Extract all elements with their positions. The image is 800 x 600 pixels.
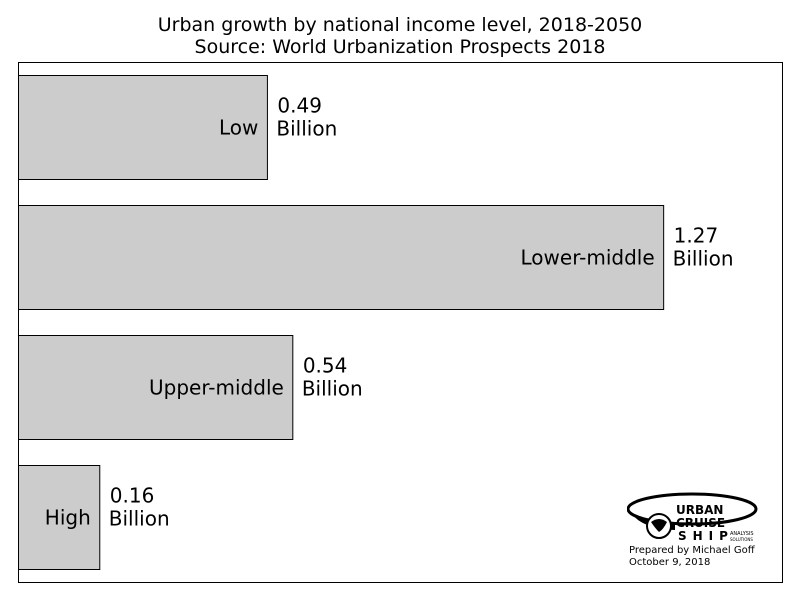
bar-high <box>18 465 101 570</box>
bar-lower-middle <box>18 205 665 310</box>
category-label: Upper-middle <box>149 376 284 400</box>
credit-date: October 9, 2018 <box>629 557 711 568</box>
category-label: Lower-middle <box>521 246 655 270</box>
logo-word-ship: SHIP <box>678 529 734 543</box>
plot-frame <box>18 62 783 583</box>
category-label: High <box>45 506 91 530</box>
logo-tag-solutions: SOLUTIONS <box>730 537 753 542</box>
bars-group: Low 0.49 Billion Lower-middle 1.27 Billion Upp… <box>18 75 734 570</box>
value-label: 1.27 Billion <box>673 224 734 271</box>
value-label: 0.16 Billion <box>109 484 170 531</box>
bar-upper-middle <box>18 335 294 440</box>
bar-low <box>18 75 268 180</box>
chart-subtitle: Source: World Urbanization Prospects 201… <box>194 36 606 58</box>
category-label: Low <box>219 116 258 140</box>
chart-title: Urban growth by national income level, 2… <box>157 14 643 36</box>
logo-tag-analysis: ANALYSIS <box>730 531 754 537</box>
logo-word-urban: URBAN <box>676 503 723 517</box>
value-label: 0.54 Billion <box>302 354 363 401</box>
urban-cruise-ship-logo: URBAN CRUISE SHIP ANALYSIS SOLUTIONS <box>626 492 762 548</box>
logo-word-cruise: CRUISE <box>676 516 725 530</box>
credit-block: Prepared by Michael Goff October 9, 2018 <box>629 545 755 569</box>
ship-emblem-icon: URBAN CRUISE SHIP ANALYSIS SOLUTIONS <box>626 492 758 543</box>
chart-title-block: Urban growth by national income level, 2… <box>0 14 800 58</box>
credit-author: Prepared by Michael Goff <box>629 545 755 556</box>
value-label: 0.49 Billion <box>276 94 337 141</box>
